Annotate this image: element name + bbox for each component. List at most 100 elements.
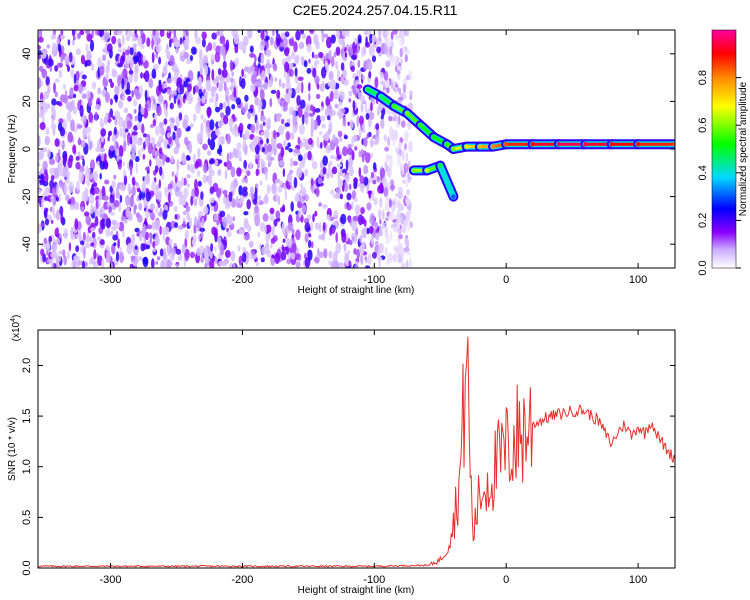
noise-speckle xyxy=(347,250,351,255)
noise-speckle xyxy=(241,106,247,114)
noise-speckle xyxy=(332,134,336,143)
noise-speckle xyxy=(118,43,122,48)
noise-speckle xyxy=(90,227,96,232)
noise-speckle xyxy=(69,204,75,211)
noise-speckle xyxy=(333,193,339,199)
noise-speckle xyxy=(222,190,228,195)
noise-speckle xyxy=(63,255,67,266)
noise-speckle xyxy=(101,121,104,131)
noise-speckle xyxy=(238,255,243,267)
noise-speckle xyxy=(323,221,326,232)
noise-speckle xyxy=(173,71,179,77)
noise-speckle xyxy=(218,260,223,266)
noise-speckle xyxy=(233,32,239,40)
signal-track-point xyxy=(431,134,436,140)
noise-speckle xyxy=(65,194,70,202)
noise-speckle xyxy=(273,146,277,156)
noise-speckle xyxy=(329,155,336,160)
noise-speckle xyxy=(337,178,344,188)
noise-speckle xyxy=(252,198,257,206)
noise-speckle xyxy=(266,184,271,194)
noise-speckle xyxy=(306,67,312,74)
noise-speckle xyxy=(257,30,262,34)
noise-speckle xyxy=(323,248,328,259)
x-tick-label: -200 xyxy=(231,274,253,286)
y-scale-note: (x104) xyxy=(10,315,22,342)
noise-speckle xyxy=(264,225,267,234)
noise-speckle xyxy=(282,168,286,178)
noise-speckle xyxy=(131,134,138,145)
noise-speckle xyxy=(178,225,184,230)
noise-speckle xyxy=(99,172,102,180)
noise-speckle xyxy=(160,260,165,268)
noise-speckle xyxy=(192,113,197,122)
noise-speckle xyxy=(290,201,295,212)
noise-speckle xyxy=(366,58,371,70)
noise-speckle xyxy=(111,135,117,143)
chart-title: C2E5.2024.257.04.15.R11 xyxy=(292,2,458,18)
noise-speckle xyxy=(284,31,290,38)
noise-speckle xyxy=(328,250,333,259)
noise-speckle xyxy=(303,60,308,68)
noise-speckle xyxy=(136,187,141,193)
noise-speckle xyxy=(69,87,74,99)
noise-speckle xyxy=(147,142,153,154)
noise-speckle xyxy=(387,167,392,179)
noise-speckle xyxy=(307,150,312,161)
noise-speckle xyxy=(372,252,377,259)
noise-speckle xyxy=(294,194,300,203)
noise-speckle xyxy=(115,251,120,262)
noise-speckle xyxy=(384,225,389,236)
noise-speckle xyxy=(338,136,343,142)
noise-speckle xyxy=(84,211,90,217)
noise-speckle xyxy=(348,46,354,57)
noise-speckle xyxy=(370,102,373,112)
noise-speckle xyxy=(267,66,270,76)
noise-speckle xyxy=(340,213,347,225)
noise-speckle xyxy=(281,222,285,235)
noise-speckle xyxy=(238,40,245,51)
noise-speckle xyxy=(90,63,95,71)
noise-speckle xyxy=(125,36,131,42)
noise-speckle xyxy=(288,174,292,182)
noise-speckle xyxy=(207,107,211,119)
noise-speckle xyxy=(368,111,375,120)
noise-speckle xyxy=(70,233,76,240)
noise-speckle xyxy=(243,211,249,216)
noise-speckle xyxy=(47,58,54,67)
noise-speckle xyxy=(342,70,348,78)
noise-speckle xyxy=(156,256,161,261)
noise-speckle xyxy=(159,30,165,38)
noise-speckle xyxy=(177,99,181,106)
noise-speckle xyxy=(369,33,373,44)
noise-speckle xyxy=(295,54,300,64)
noise-speckle xyxy=(314,108,321,113)
noise-speckle xyxy=(51,117,55,125)
noise-speckle xyxy=(63,183,68,196)
noise-speckle xyxy=(235,97,242,105)
noise-speckle xyxy=(402,91,406,99)
noise-speckle xyxy=(173,30,177,38)
noise-speckle xyxy=(342,116,347,127)
noise-speckle xyxy=(96,160,100,166)
noise-speckle xyxy=(108,112,111,124)
noise-speckle xyxy=(241,189,248,197)
noise-speckle xyxy=(360,102,364,113)
noise-speckle xyxy=(114,117,118,126)
noise-speckle xyxy=(63,228,68,240)
colorbar-tick-label: 0.8 xyxy=(697,70,709,85)
noise-speckle xyxy=(394,86,398,93)
noise-speckle xyxy=(260,257,265,263)
noise-speckle xyxy=(148,78,154,89)
noise-speckle xyxy=(59,205,64,216)
noise-speckle xyxy=(322,204,328,209)
noise-speckle xyxy=(284,61,290,73)
noise-speckle xyxy=(176,142,181,149)
noise-speckle xyxy=(199,245,205,254)
noise-speckle xyxy=(60,34,65,40)
noise-speckle xyxy=(367,253,372,265)
noise-speckle xyxy=(166,89,173,95)
noise-speckle xyxy=(260,52,265,65)
noise-speckle xyxy=(238,185,243,196)
x-axis-ticks: -300 -200 -100 0 100 xyxy=(100,330,647,586)
